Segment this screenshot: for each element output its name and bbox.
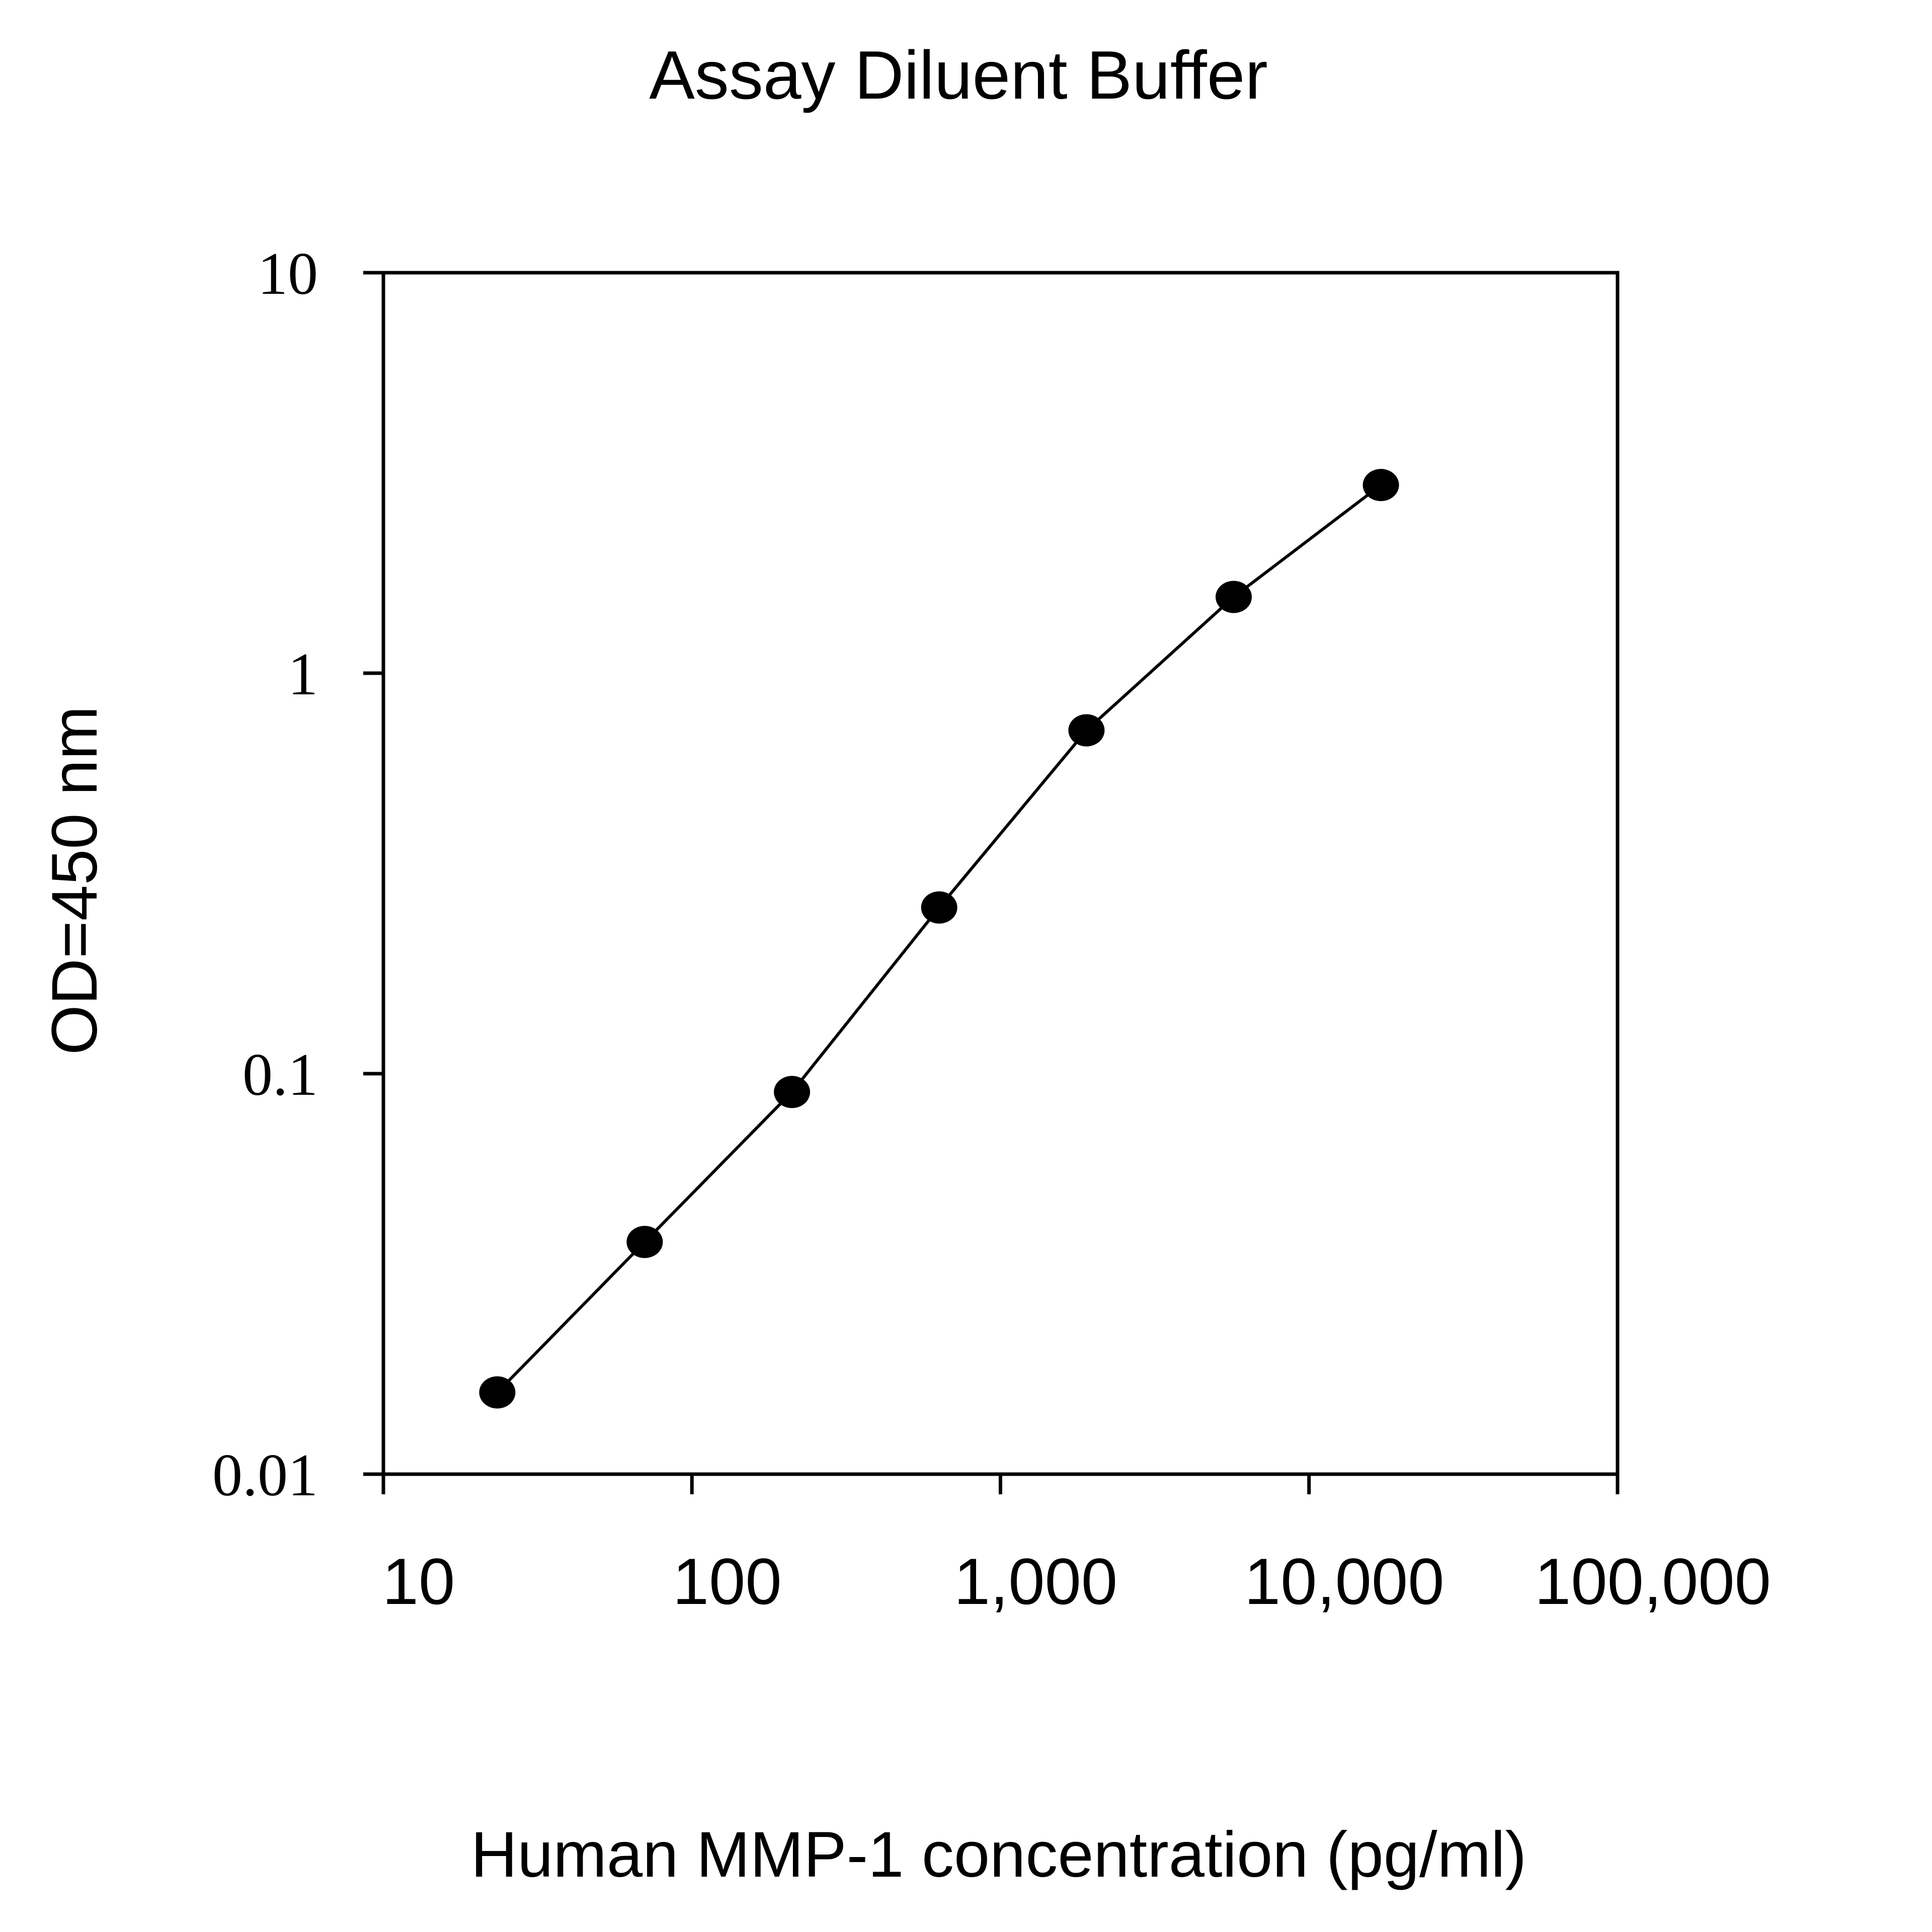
x-tick-label: 100,000 — [1535, 1545, 1771, 1618]
series-layer — [479, 469, 1399, 1409]
y-tick-label: 10 — [258, 240, 318, 307]
x-tick-label: 10,000 — [1244, 1545, 1444, 1618]
data-point — [774, 1076, 811, 1108]
data-point — [1216, 581, 1252, 613]
x-tick-label: 100 — [673, 1545, 782, 1618]
y-tick-label: 0.1 — [243, 1041, 318, 1108]
y-axis-ticks: 10 1 0.1 0.01 — [212, 240, 383, 1508]
chart-title: Assay Diluent Buffer — [649, 37, 1268, 113]
data-point — [1068, 714, 1105, 747]
x-axis-ticks: 10 100 1,000 10,000 100,000 — [381, 1474, 1771, 1618]
y-tick-label: 0.01 — [212, 1441, 318, 1508]
data-point — [1362, 469, 1399, 502]
y-tick-label: 1 — [288, 640, 318, 707]
x-tick-label: 1,000 — [954, 1545, 1117, 1618]
x-axis-label: Human MMP-1 concentration (pg/ml) — [471, 1819, 1527, 1891]
data-point — [626, 1226, 663, 1258]
y-axis-label: OD=450 nm — [39, 706, 111, 1055]
plot-frame — [381, 271, 1620, 1476]
data-point — [921, 891, 957, 924]
series-line — [496, 484, 1382, 1394]
data-point — [479, 1376, 516, 1409]
x-tick-label: 10 — [382, 1545, 455, 1618]
